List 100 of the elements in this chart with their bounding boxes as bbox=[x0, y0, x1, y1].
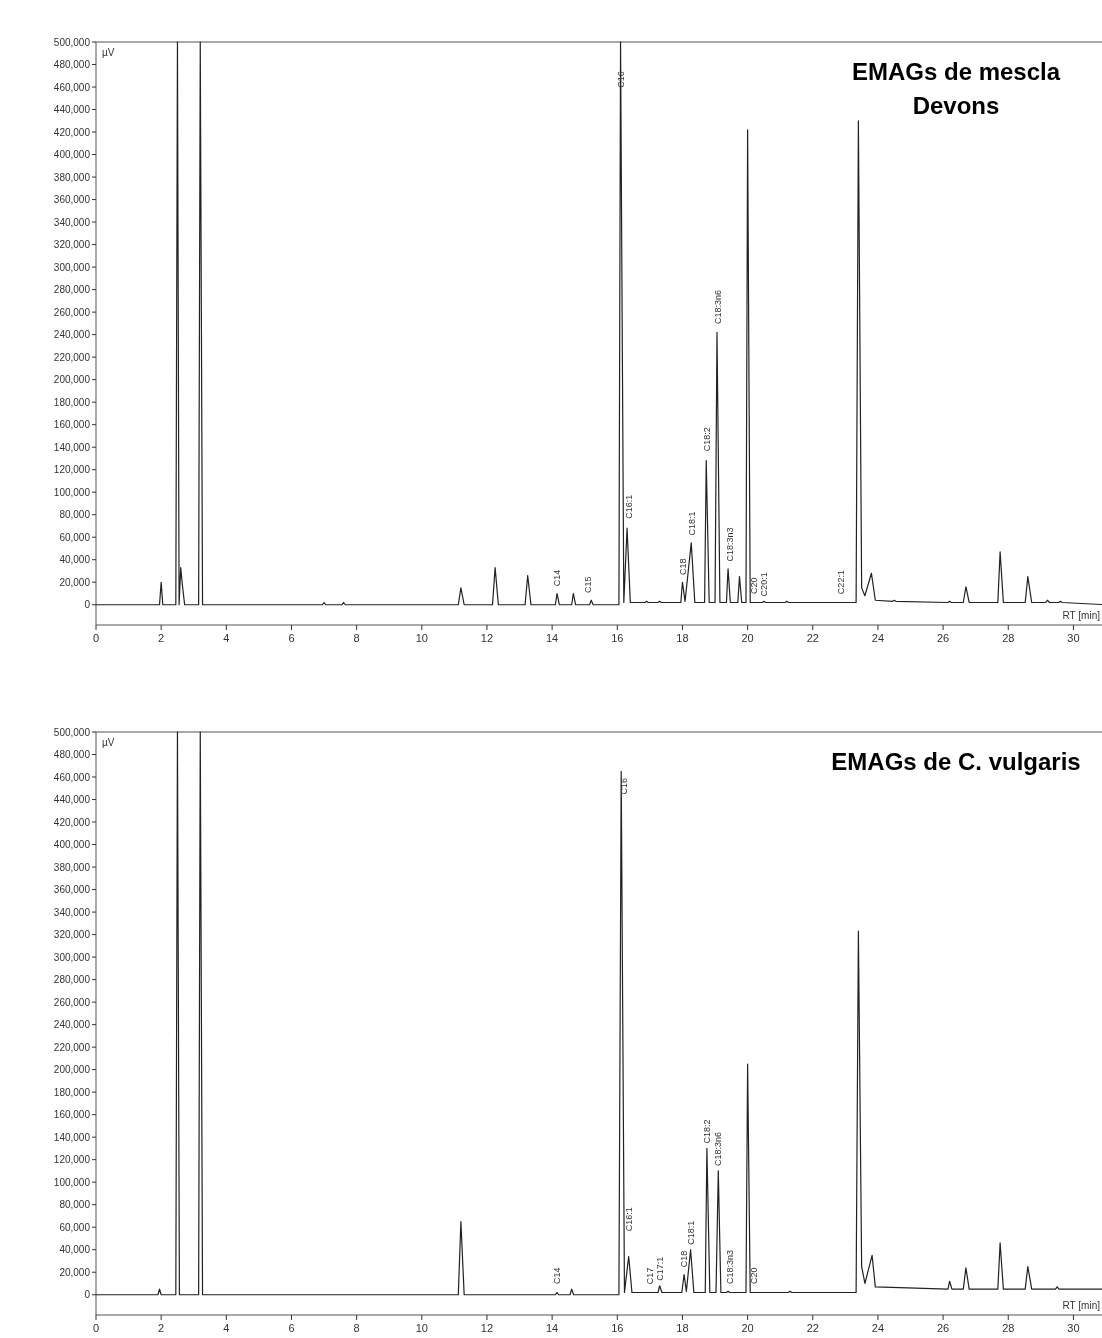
y-tick-label: 200,000 bbox=[53, 1064, 91, 1076]
y-tick-label: 500,000 bbox=[53, 726, 91, 738]
y-tick-label: 220,000 bbox=[53, 1041, 91, 1053]
y-tick-label: 120,000 bbox=[53, 464, 91, 476]
annotation: C18:3n6 bbox=[713, 1131, 724, 1166]
text: EMAGs de mescla Devons bbox=[851, 58, 1061, 119]
y-tick-label: 500,000 bbox=[53, 36, 91, 48]
x-axis-title: RT [min] bbox=[1062, 1300, 1101, 1311]
x-tick-label: 12 bbox=[480, 1322, 494, 1334]
annotation: C18:3n3 bbox=[724, 1250, 735, 1285]
annotation: C18:2 bbox=[702, 427, 713, 452]
y-tick-label: 320,000 bbox=[53, 239, 91, 251]
x-axis-title: RT [min] bbox=[1062, 610, 1101, 621]
x-tick-label: 28 bbox=[1002, 632, 1015, 644]
y-tick-label: 100,000 bbox=[53, 1176, 91, 1188]
x-tick-label: 8 bbox=[353, 632, 360, 644]
y-tick-label: 160,000 bbox=[53, 1109, 91, 1121]
y-tick-label: 380,000 bbox=[53, 171, 91, 183]
x-tick-label: 20 bbox=[741, 1322, 754, 1334]
x-tick-label: 10 bbox=[415, 1322, 428, 1334]
y-tick-label: 460,000 bbox=[53, 81, 91, 93]
y-tick-label: 80,000 bbox=[59, 1199, 91, 1211]
annotation: C16:1 bbox=[623, 1207, 634, 1232]
x-tick-label: 18 bbox=[676, 1322, 689, 1334]
x-tick-label: 18 bbox=[676, 632, 689, 644]
y-tick-label: 480,000 bbox=[53, 59, 91, 71]
y-tick-label: 440,000 bbox=[53, 104, 91, 116]
annotation: C17 bbox=[645, 1267, 656, 1285]
y-tick-label: 220,000 bbox=[53, 351, 91, 363]
x-tick-label: 0 bbox=[92, 632, 100, 644]
text: EMAGs de C. vulgaris bbox=[831, 748, 1081, 775]
x-tick-label: 22 bbox=[806, 1322, 819, 1334]
y-tick-label: 480,000 bbox=[53, 749, 91, 761]
annotation: C22:1 bbox=[835, 570, 846, 595]
y-tick-label: 260,000 bbox=[53, 306, 91, 318]
y-tick-label: 60,000 bbox=[59, 1221, 91, 1233]
x-tick-label: 24 bbox=[871, 632, 885, 644]
annotation: C14 bbox=[552, 569, 563, 587]
y-tick-label: 340,000 bbox=[53, 906, 91, 918]
x-tick-label: 8 bbox=[353, 1322, 360, 1334]
annotation: C20 bbox=[749, 577, 760, 595]
annotation: C18:3n6 bbox=[713, 289, 724, 324]
y-tick-label: 180,000 bbox=[53, 396, 91, 408]
y-tick-label: 400,000 bbox=[53, 839, 91, 851]
x-tick-label: 30 bbox=[1067, 1322, 1080, 1334]
y-axis-title: µV bbox=[102, 47, 115, 58]
x-tick-label: 10 bbox=[415, 632, 428, 644]
y-tick-label: 120,000 bbox=[53, 1154, 91, 1166]
y-tick-label: 200,000 bbox=[53, 374, 91, 386]
x-tick-label: 14 bbox=[546, 632, 559, 644]
y-tick-label: 360,000 bbox=[53, 884, 91, 896]
annotation: C18 bbox=[677, 558, 688, 575]
annotation: C20 bbox=[749, 1267, 760, 1285]
x-tick-label: 24 bbox=[871, 1322, 885, 1334]
x-tick-label: 12 bbox=[480, 632, 494, 644]
annotation: C17:1 bbox=[654, 1256, 665, 1281]
annotation: C16:1 bbox=[623, 494, 634, 519]
x-tick-label: 0 bbox=[92, 1322, 100, 1334]
x-tick-label: 2 bbox=[158, 1322, 165, 1334]
x-tick-label: 2 bbox=[158, 632, 165, 644]
y-tick-label: 320,000 bbox=[53, 929, 91, 941]
annotation: C18:1 bbox=[687, 511, 698, 536]
y-tick-label: 240,000 bbox=[53, 329, 91, 341]
y-tick-label: 20,000 bbox=[59, 1266, 91, 1278]
x-tick-label: 14 bbox=[546, 1322, 559, 1334]
y-tick-label: 420,000 bbox=[53, 126, 91, 138]
x-tick-label: 30 bbox=[1067, 632, 1080, 644]
y-tick-label: 140,000 bbox=[53, 441, 91, 453]
y-tick-label: 280,000 bbox=[53, 974, 91, 986]
x-tick-label: 28 bbox=[1002, 1322, 1015, 1334]
y-tick-label: 380,000 bbox=[53, 861, 91, 873]
y-tick-label: 100,000 bbox=[53, 486, 91, 498]
x-tick-label: 22 bbox=[806, 632, 819, 644]
y-tick-label: 460,000 bbox=[53, 771, 91, 783]
annotation: C14 bbox=[552, 1267, 563, 1285]
x-tick-label: 6 bbox=[288, 632, 295, 644]
y-tick-label: 360,000 bbox=[53, 194, 91, 206]
y-tick-label: 420,000 bbox=[53, 816, 91, 828]
x-tick-label: 16 bbox=[611, 632, 624, 644]
y-tick-label: 240,000 bbox=[53, 1019, 91, 1031]
annotation: C20:1 bbox=[759, 572, 770, 597]
x-tick-label: 26 bbox=[936, 1322, 950, 1334]
y-tick-label: 40,000 bbox=[59, 1244, 91, 1256]
annotation: C18 bbox=[679, 1250, 690, 1268]
y-axis-title: µV bbox=[102, 737, 115, 748]
x-tick-label: 26 bbox=[936, 632, 950, 644]
annotation: C18:3n3 bbox=[724, 527, 735, 562]
y-tick-label: 160,000 bbox=[53, 419, 91, 431]
annotation: C15 bbox=[583, 576, 594, 593]
x-tick-label: 6 bbox=[288, 1322, 295, 1334]
x-tick-label: 4 bbox=[223, 632, 230, 644]
y-tick-label: 400,000 bbox=[53, 149, 91, 161]
y-tick-label: 0 bbox=[84, 599, 91, 611]
y-tick-label: 60,000 bbox=[59, 531, 91, 543]
y-tick-label: 300,000 bbox=[53, 951, 91, 963]
y-tick-label: 140,000 bbox=[53, 1131, 91, 1143]
y-tick-label: 20,000 bbox=[59, 576, 91, 588]
y-tick-label: 80,000 bbox=[59, 509, 91, 521]
annotation: C16 bbox=[615, 71, 626, 88]
y-tick-label: 440,000 bbox=[53, 794, 91, 806]
